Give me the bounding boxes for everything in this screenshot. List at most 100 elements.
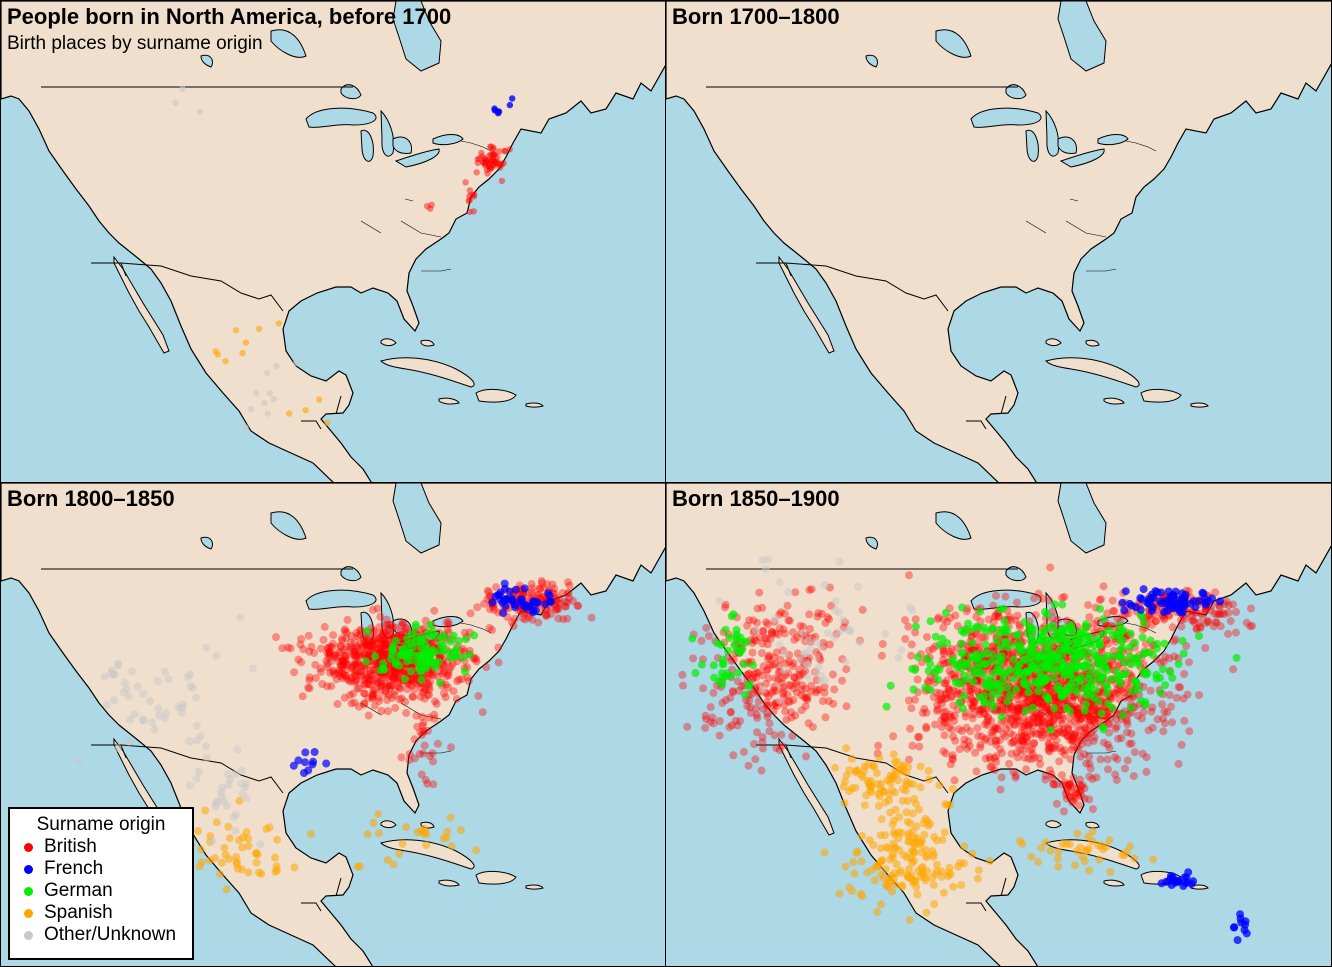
- birthplace-dot: [1236, 914, 1245, 923]
- birthplace-dot: [1066, 755, 1075, 764]
- birthplace-dot: [1073, 829, 1082, 838]
- birthplace-dot: [1048, 614, 1057, 622]
- birthplace-dot: [790, 673, 799, 682]
- birthplace-dot: [489, 161, 496, 169]
- birthplace-dot: [1119, 688, 1128, 697]
- birthplace-dot: [718, 660, 727, 669]
- birthplace-dot: [1028, 713, 1037, 722]
- birthplace-dot: [365, 635, 373, 644]
- birthplace-dot: [748, 648, 757, 657]
- birthplace-dot: [772, 648, 781, 657]
- country-border: [785, 262, 792, 277]
- birthplace-dot: [957, 627, 966, 635]
- birthplace-dot: [559, 615, 568, 624]
- birthplace-dot: [360, 689, 368, 698]
- birthplace-dot: [239, 833, 247, 842]
- birthplace-dot: [1020, 655, 1029, 664]
- birthplace-dot: [1044, 695, 1053, 704]
- birthplace-dot: [891, 788, 899, 797]
- birthplace-dot: [848, 887, 856, 896]
- birthplace-dot: [1086, 764, 1095, 773]
- birthplace-dot: [1174, 683, 1183, 692]
- birthplace-dot: [996, 745, 1004, 754]
- birthplace-dot: [1035, 718, 1044, 727]
- birthplace-dot: [1063, 731, 1072, 740]
- lake: [380, 109, 395, 157]
- birthplace-dot: [278, 644, 287, 653]
- birthplace-dot: [341, 657, 350, 666]
- birthplace-dot: [1082, 690, 1091, 699]
- caribbean-island: [475, 388, 517, 403]
- birthplace-dot: [1109, 688, 1118, 697]
- birthplace-dot: [996, 643, 1005, 652]
- birthplace-dot: [350, 671, 359, 680]
- birthplace-dot: [1037, 628, 1046, 637]
- birthplace-dot: [1139, 585, 1148, 594]
- birthplace-dot: [1084, 601, 1093, 610]
- birthplace-dot: [1093, 616, 1102, 625]
- birthplace-dot: [447, 743, 455, 752]
- birthplace-dot: [292, 359, 300, 367]
- birthplace-dot: [325, 648, 334, 657]
- birthplace-dot: [881, 831, 890, 840]
- birthplace-dot: [922, 722, 931, 731]
- birthplace-dot: [947, 670, 956, 679]
- birthplace-dot: [388, 681, 397, 690]
- birthplace-dot: [739, 747, 748, 756]
- birthplace-dot: [394, 677, 403, 686]
- birthplace-dot: [125, 737, 134, 746]
- birthplace-dot: [976, 743, 985, 752]
- birthplace-dot: [1035, 695, 1044, 704]
- birthplace-dot: [1118, 598, 1127, 607]
- birthplace-dot: [1174, 876, 1183, 885]
- birthplace-dot: [1146, 614, 1155, 623]
- birthplace-dot: [233, 745, 242, 754]
- birthplace-dot: [783, 601, 792, 610]
- birthplace-dot: [981, 754, 990, 763]
- birthplace-dot: [366, 675, 374, 684]
- birthplace-dot: [966, 727, 975, 736]
- birthplace-dot: [374, 810, 383, 818]
- birthplace-dot: [1092, 773, 1101, 782]
- birthplace-dot: [411, 620, 420, 629]
- birthplace-dot: [820, 848, 829, 857]
- birthplace-dot: [1042, 703, 1051, 712]
- birthplace-dot: [774, 630, 782, 639]
- birthplace-dot: [328, 643, 337, 652]
- birthplace-dot: [473, 169, 480, 176]
- birthplace-dot: [472, 846, 481, 855]
- birthplace-dot: [933, 615, 942, 624]
- birthplace-dot: [701, 711, 710, 720]
- birthplace-dot: [1058, 780, 1067, 789]
- birthplace-dot: [1029, 714, 1038, 722]
- birthplace-dot: [366, 680, 375, 689]
- birthplace-dot: [350, 651, 359, 659]
- birthplace-dot: [338, 634, 347, 643]
- birthplace-dot: [370, 669, 379, 678]
- french-swatch: [24, 865, 33, 874]
- birthplace-dot: [945, 723, 954, 732]
- birthplace-dot: [244, 842, 253, 851]
- birthplace-dot: [1035, 680, 1044, 689]
- birthplace-dot: [796, 622, 805, 630]
- birthplace-dot: [749, 673, 758, 682]
- birthplace-dot: [416, 643, 425, 651]
- birthplace-dot: [722, 672, 730, 681]
- birthplace-dot: [1168, 673, 1177, 682]
- birthplace-dot: [539, 583, 548, 592]
- birthplace-dot: [1028, 727, 1037, 736]
- birthplace-dot: [153, 677, 162, 686]
- birthplace-dot: [1086, 707, 1095, 716]
- caribbean-island: [1085, 339, 1100, 347]
- birthplace-dot: [443, 625, 452, 634]
- birthplace-dot: [365, 646, 374, 655]
- caribbean-island: [1103, 397, 1125, 405]
- birthplace-dot: [818, 609, 826, 618]
- birthplace-dot: [895, 813, 903, 822]
- birthplace-dot: [542, 610, 551, 619]
- birthplace-dot: [487, 157, 495, 165]
- birthplace-dot: [1016, 746, 1025, 755]
- birthplace-dot: [1042, 653, 1051, 662]
- birthplace-dot: [119, 688, 128, 697]
- birthplace-dot: [877, 900, 886, 909]
